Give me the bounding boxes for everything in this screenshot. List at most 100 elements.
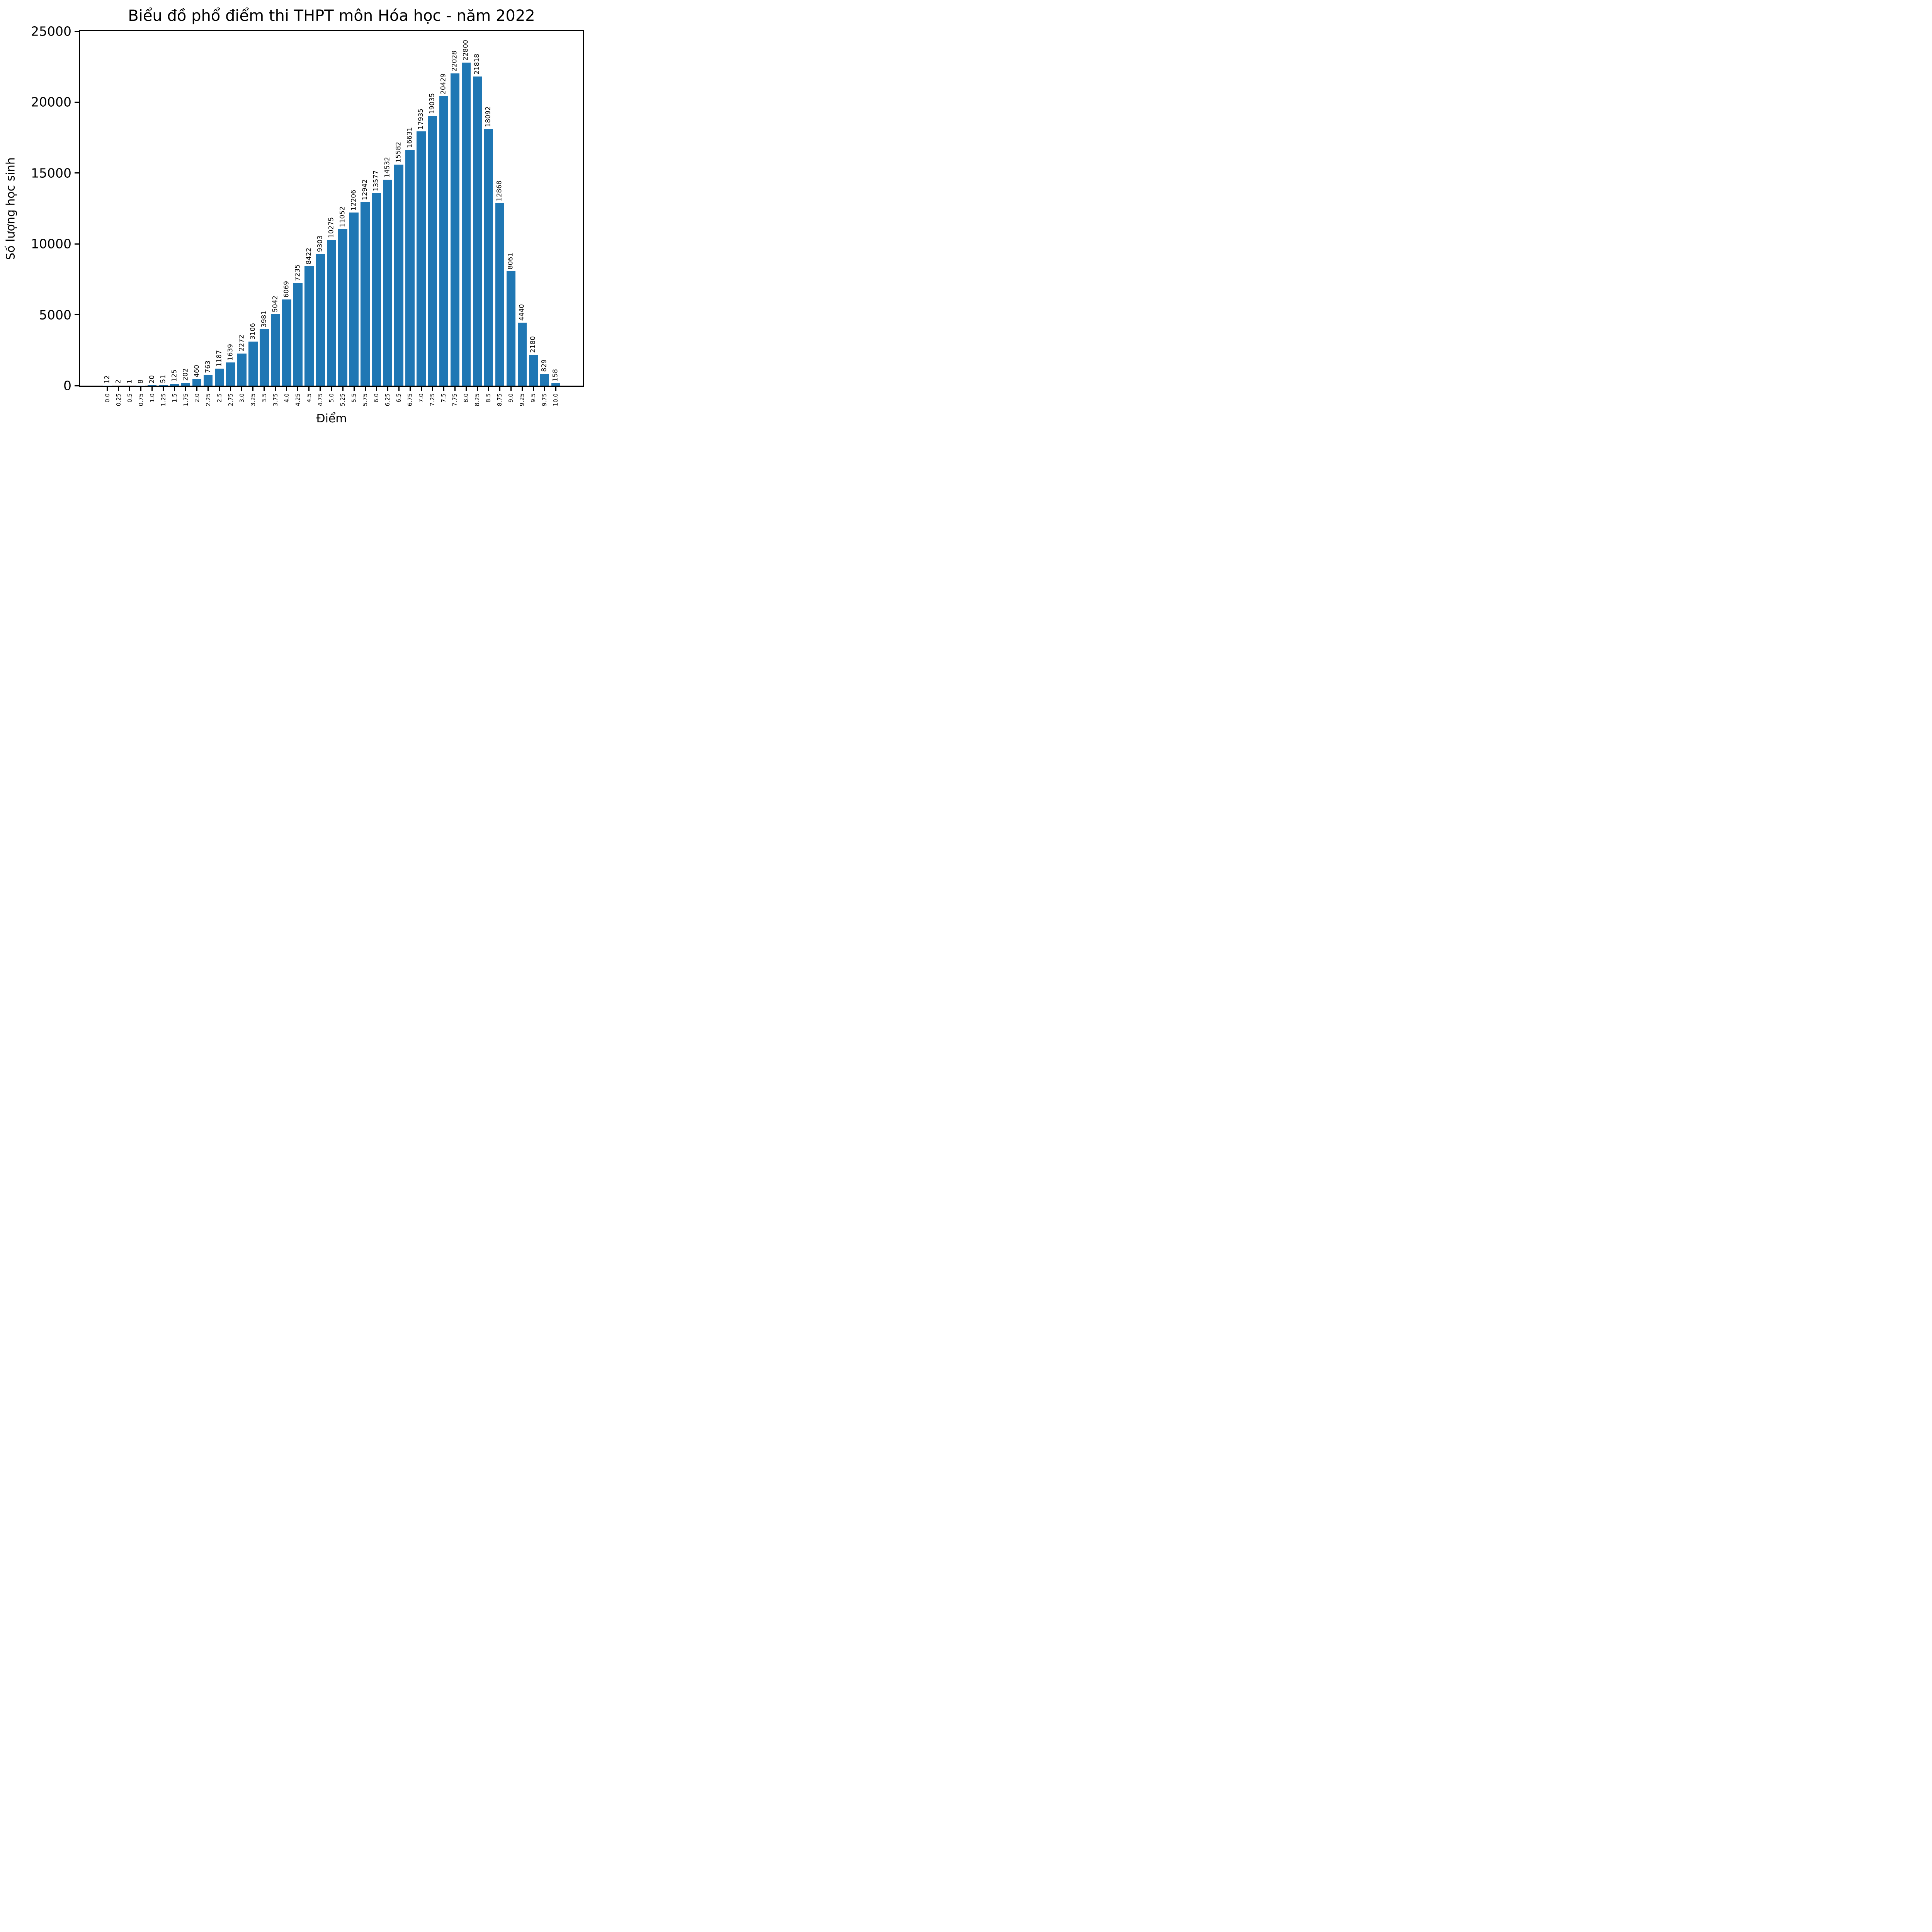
- y-tick: [75, 101, 79, 103]
- x-tick: [286, 387, 287, 391]
- y-tick: [75, 243, 79, 245]
- x-tick: [140, 387, 142, 391]
- bar: [473, 76, 482, 386]
- bar-value-label: 19035: [428, 93, 436, 114]
- bar: [293, 283, 303, 386]
- plot-area: 0 5000 10000 15000 20000 25000 12 0.0 2 0.25 1 0.5 8…: [31, 25, 584, 406]
- x-tick: [264, 387, 265, 391]
- x-tick-label: 9.25: [518, 393, 526, 406]
- bar: [361, 202, 370, 386]
- x-tick-label: 8.25: [473, 393, 481, 406]
- x-tick: [275, 387, 276, 391]
- bar: [327, 240, 336, 386]
- bar: [450, 73, 459, 386]
- x-tick: [398, 387, 400, 391]
- x-tick-label: 3.25: [249, 393, 257, 406]
- bar: [506, 271, 515, 386]
- x-tick: [241, 387, 243, 391]
- bar: [215, 369, 224, 386]
- x-tick: [252, 387, 254, 391]
- bar-value-label: 3106: [249, 323, 257, 340]
- x-tick-label: 6.0: [372, 393, 380, 403]
- bar-value-label: 763: [204, 360, 212, 373]
- bar: [529, 355, 538, 386]
- bar: [338, 229, 347, 386]
- bar: [439, 96, 448, 386]
- bar-value-label: 1639: [226, 344, 235, 361]
- bar-value-label: 51: [159, 374, 167, 383]
- bar-value-label: 158: [551, 369, 560, 382]
- x-tick-label: 1.0: [148, 393, 156, 403]
- bar: [226, 362, 235, 386]
- x-tick: [555, 387, 556, 391]
- bar: [181, 383, 190, 386]
- x-tick: [532, 387, 534, 391]
- bar-value-label: 22800: [462, 39, 470, 61]
- bar: [551, 383, 560, 386]
- bar-value-label: 11052: [338, 206, 347, 227]
- bar: [148, 385, 157, 386]
- bar-value-label: 8: [137, 379, 145, 384]
- x-tick-label: 2.0: [193, 393, 201, 403]
- x-tick: [476, 387, 478, 391]
- bar: [461, 62, 471, 386]
- bar: [204, 375, 213, 386]
- bar-value-label: 12206: [350, 190, 358, 211]
- x-tick: [297, 387, 299, 391]
- bar-value-label: 125: [170, 369, 179, 382]
- bar: [260, 329, 269, 386]
- x-tick: [510, 387, 512, 391]
- bar: [192, 379, 202, 386]
- x-tick-label: 4.25: [294, 393, 301, 406]
- x-tick: [207, 387, 209, 391]
- x-tick: [196, 387, 198, 391]
- bar-value-label: 8061: [507, 253, 515, 270]
- bar: [394, 165, 403, 386]
- bar-value-label: 5042: [271, 295, 279, 313]
- bar: [484, 129, 493, 386]
- y-tick: [75, 385, 79, 386]
- bar: [248, 342, 258, 386]
- x-tick-label: 1.25: [160, 393, 167, 406]
- x-tick: [521, 387, 523, 391]
- chart-title: Biểu đồ phổ điểm thi THPT môn Hóa học - …: [128, 7, 535, 25]
- bar-value-label: 13577: [372, 170, 380, 191]
- x-tick: [129, 387, 131, 391]
- bar-value-label: 12942: [361, 179, 369, 201]
- y-tick-label: 5000: [39, 307, 71, 323]
- x-tick: [443, 387, 444, 391]
- x-tick: [331, 387, 332, 391]
- x-axis-label: Điểm: [316, 412, 347, 425]
- x-tick: [432, 387, 433, 391]
- bar-value-label: 14532: [383, 156, 391, 178]
- x-tick: [163, 387, 164, 391]
- bar-value-label: 18092: [484, 106, 492, 128]
- x-tick: [376, 387, 377, 391]
- x-tick-label: 8.75: [496, 393, 503, 406]
- bar: [495, 203, 504, 386]
- bar-value-label: 20429: [439, 73, 447, 94]
- bar-value-label: 21818: [473, 53, 481, 75]
- x-tick-label: 9.0: [507, 393, 514, 403]
- x-tick: [308, 387, 310, 391]
- bar-value-label: 8422: [305, 247, 313, 265]
- x-tick-label: 2.25: [204, 393, 212, 406]
- bar-value-label: 10275: [327, 217, 335, 238]
- bar: [159, 385, 168, 386]
- x-tick-label: 6.75: [406, 393, 413, 406]
- x-tick-label: 6.5: [395, 393, 402, 403]
- x-tick-label: 1.5: [171, 393, 178, 403]
- bar-value-label: 12: [103, 375, 111, 384]
- x-tick-label: 5.25: [339, 393, 346, 406]
- bar: [349, 213, 359, 386]
- x-tick-label: 2.75: [227, 393, 234, 406]
- y-tick-label: 20000: [31, 94, 71, 110]
- x-tick: [230, 387, 231, 391]
- x-tick: [364, 387, 366, 391]
- x-tick: [387, 387, 388, 391]
- bar-value-label: 1: [126, 379, 134, 384]
- x-tick-label: 8.5: [485, 393, 492, 403]
- y-axis-label: Số lượng học sinh: [4, 157, 18, 260]
- bar: [282, 299, 291, 386]
- x-tick: [342, 387, 344, 391]
